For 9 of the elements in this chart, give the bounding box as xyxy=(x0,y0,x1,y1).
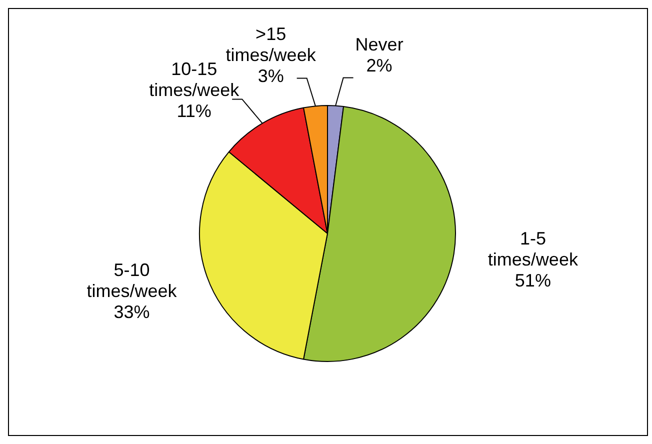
data-label: 33% xyxy=(114,302,150,322)
data-label: 2% xyxy=(366,55,392,76)
data-label: 3% xyxy=(258,66,284,86)
data-label: 11% xyxy=(176,101,212,122)
slice-label: Never xyxy=(355,34,404,54)
slice-label: >15 times/week xyxy=(226,24,317,66)
slice-label: 5-10 times/week xyxy=(86,260,178,302)
data-label: 51% xyxy=(514,270,551,291)
slice-label: 1-5 times/week xyxy=(488,228,579,270)
